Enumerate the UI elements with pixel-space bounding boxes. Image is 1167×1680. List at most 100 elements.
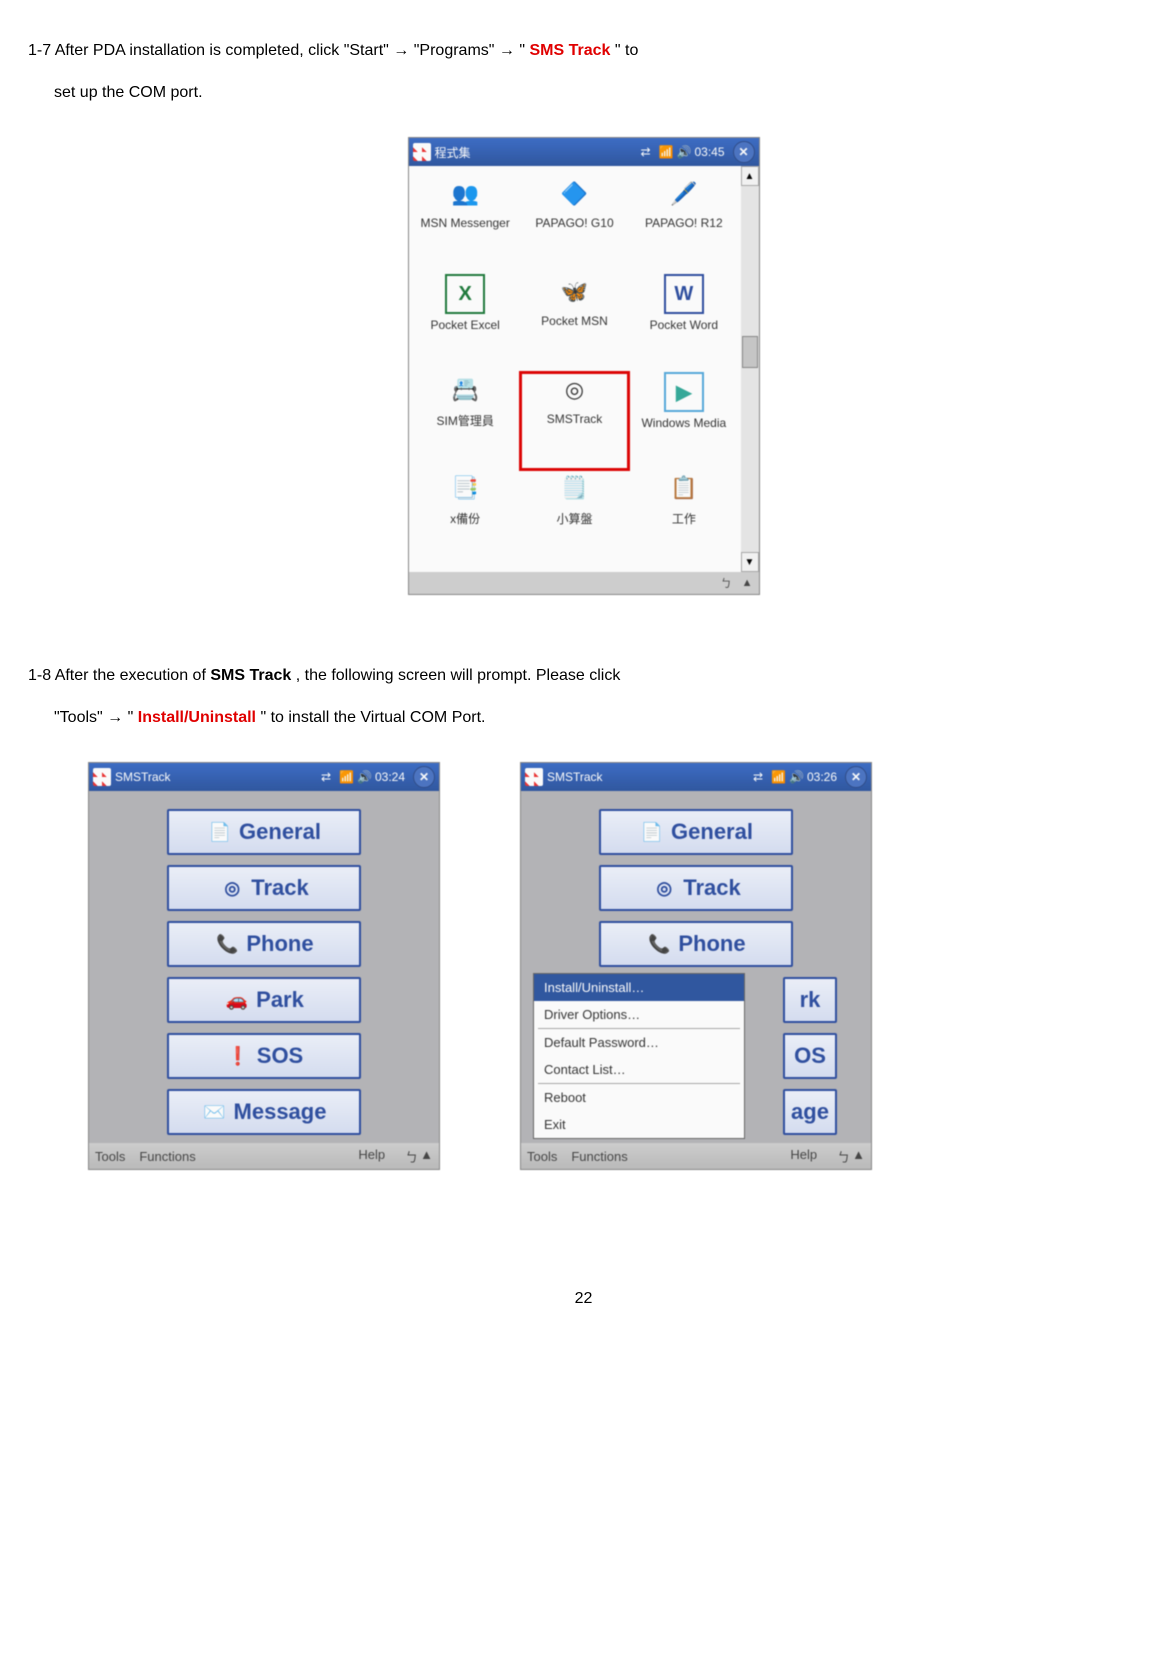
app-pocket-msn[interactable]: 🦋 Pocket MSN — [520, 274, 629, 372]
kbd-up-icon[interactable]: ▲ — [420, 1147, 433, 1166]
window-title: 程式集 — [435, 144, 471, 161]
app-icon: 👥 — [447, 176, 483, 212]
arrow: → — [107, 709, 123, 726]
smstrack-body: 📄General ◎Track 📞Phone 🚗Park ❗SOS ✉️Message T… — [89, 791, 439, 1169]
general-button[interactable]: 📄General — [167, 809, 361, 855]
volume-icon: 🔊 — [357, 770, 371, 784]
start-icon[interactable] — [413, 143, 431, 161]
ime-icon[interactable]: ㄅ — [837, 1147, 850, 1166]
sos-icon: ❗ — [225, 1043, 251, 1069]
app-papago-r12[interactable]: 🖊️PAPAGO! R12 — [629, 176, 738, 274]
phone-icon: 📞 — [646, 931, 672, 957]
app-msn-messenger[interactable]: 👥 MSN Messenger — [411, 176, 520, 274]
app-x-[interactable]: 📑x備份 — [411, 470, 520, 568]
functions-menu[interactable]: Functions — [571, 1149, 627, 1164]
smstrack-pda-right: SMSTrack ⇄ 📶 🔊 03:26 ✕ 📄General◎Track📞Ph… — [520, 762, 872, 1170]
ime-icon[interactable]: ㄅ — [405, 1147, 418, 1166]
ime-icon[interactable]: ㄅ — [717, 575, 736, 591]
menu-item-exit[interactable]: Exit — [534, 1111, 744, 1138]
app-label: MSN Messenger — [420, 216, 509, 230]
app-smstrack[interactable]: ◎SMSTrack — [520, 372, 629, 470]
fragment-text: rk — [800, 987, 821, 1013]
covered-button-fragment[interactable]: rk — [783, 977, 837, 1023]
status-icons: ⇄ 📶 🔊 03:26 ✕ — [753, 766, 867, 788]
menu-item-reboot[interactable]: Reboot — [534, 1084, 744, 1111]
text: 1-8 After the execution of — [28, 667, 210, 684]
general-icon: 📄 — [207, 819, 233, 845]
menu-item-driver-options-[interactable]: Driver Options… — [534, 1001, 744, 1028]
close-icon[interactable]: ✕ — [413, 766, 435, 788]
app-pocket-excel[interactable]: XPocket Excel — [411, 274, 520, 372]
page-number: 22 — [28, 1290, 1139, 1308]
fragment-text: age — [791, 1099, 829, 1125]
app-label: PAPAGO! G10 — [535, 216, 613, 230]
covered-button-fragment[interactable]: age — [783, 1089, 837, 1135]
programs-grid: 👥 MSN Messenger 🔷PAPAGO! G10🖊️PAPAGO! R12 X… — [409, 166, 741, 572]
kbd-up-icon[interactable]: ▲ — [738, 577, 757, 589]
tools-menu[interactable]: Tools — [527, 1149, 557, 1164]
text: " to — [615, 42, 638, 59]
covered-button-fragment[interactable]: OS — [783, 1033, 837, 1079]
menu-item-contact-list-[interactable]: Contact List… — [534, 1056, 744, 1083]
track-button[interactable]: ◎Track — [599, 865, 793, 911]
app--[interactable]: 🗒️小算盤 — [520, 470, 629, 568]
help-menu[interactable]: Help — [358, 1147, 385, 1166]
app-icon: 🦋 — [556, 274, 592, 310]
app-papago-g10[interactable]: 🔷PAPAGO! G10 — [520, 176, 629, 274]
button-label: SOS — [257, 1043, 303, 1069]
app-label: PAPAGO! R12 — [645, 216, 723, 230]
park-icon: 🚗 — [224, 987, 250, 1013]
app-label: Windows Media — [641, 416, 726, 430]
app-icon: 📇 — [447, 372, 483, 408]
app-label: 工作 — [672, 510, 696, 527]
input-bar: ㄅ ▲ — [409, 572, 759, 594]
kbd-up-icon[interactable]: ▲ — [852, 1147, 865, 1166]
app-label: SIM管理員 — [436, 412, 493, 429]
app--[interactable]: 📋工作 — [629, 470, 738, 568]
titlebar: SMSTrack ⇄ 📶 🔊 03:24 ✕ — [89, 763, 439, 791]
app-pocket-word[interactable]: WPocket Word — [629, 274, 738, 372]
app-icon: 📑 — [447, 470, 483, 506]
functions-menu[interactable]: Functions — [139, 1149, 195, 1164]
close-icon[interactable]: ✕ — [845, 766, 867, 788]
sos-button[interactable]: ❗SOS — [167, 1033, 361, 1079]
programs-pda: 程式集 ⇄ 📶 🔊 03:45 ✕ 👥 MSN Messenger 🔷PAPAGO!… — [408, 137, 760, 595]
text: set up the COM port. — [28, 84, 203, 101]
app-label: Pocket Word — [650, 318, 718, 332]
text: 1-7 After PDA installation is completed,… — [28, 42, 393, 59]
step-1-8: 1-8 After the execution of SMS Track , t… — [28, 655, 1139, 738]
scroll-up-icon[interactable]: ▲ — [741, 166, 759, 186]
phone-button[interactable]: 📞Phone — [599, 921, 793, 967]
app-icon: X — [445, 274, 485, 314]
phone-icon: 📞 — [214, 931, 240, 957]
app-sim-[interactable]: 📇 SIM管理員 — [411, 372, 520, 470]
app-windows-media[interactable]: ▶Windows Media — [629, 372, 738, 470]
phone-button[interactable]: 📞Phone — [167, 921, 361, 967]
menu-item-default-password-[interactable]: Default Password… — [534, 1029, 744, 1056]
general-button[interactable]: 📄General — [599, 809, 793, 855]
sync-icon: ⇄ — [753, 770, 767, 784]
scrollbar[interactable]: ▲ ▼ — [741, 166, 759, 572]
text: " — [128, 709, 134, 726]
start-icon[interactable] — [93, 768, 111, 786]
text: " — [519, 42, 525, 59]
park-button[interactable]: 🚗Park — [167, 977, 361, 1023]
clock: 03:24 — [375, 770, 405, 784]
volume-icon: 🔊 — [789, 770, 803, 784]
track-button[interactable]: ◎Track — [167, 865, 361, 911]
tools-menu[interactable]: Tools — [95, 1149, 125, 1164]
start-icon[interactable] — [525, 768, 543, 786]
scroll-down-icon[interactable]: ▼ — [741, 552, 759, 572]
app-label: 小算盤 — [556, 510, 592, 527]
close-icon[interactable]: ✕ — [733, 141, 755, 163]
smstrack-pda-left: SMSTrack ⇄ 📶 🔊 03:24 ✕ 📄General ◎Track 📞Ph… — [88, 762, 440, 1170]
button-label: Phone — [678, 931, 745, 957]
scroll-thumb[interactable] — [742, 336, 758, 368]
help-menu[interactable]: Help — [790, 1147, 817, 1166]
message-icon: ✉️ — [202, 1099, 228, 1125]
app-label: Pocket MSN — [541, 314, 608, 328]
menu-item-install-uninstall-[interactable]: Install/Uninstall… — [534, 974, 744, 1001]
sync-icon: ⇄ — [640, 145, 654, 159]
status-icons: ⇄ 📶 🔊 03:45 ✕ — [640, 141, 754, 163]
message-button[interactable]: ✉️Message — [167, 1089, 361, 1135]
